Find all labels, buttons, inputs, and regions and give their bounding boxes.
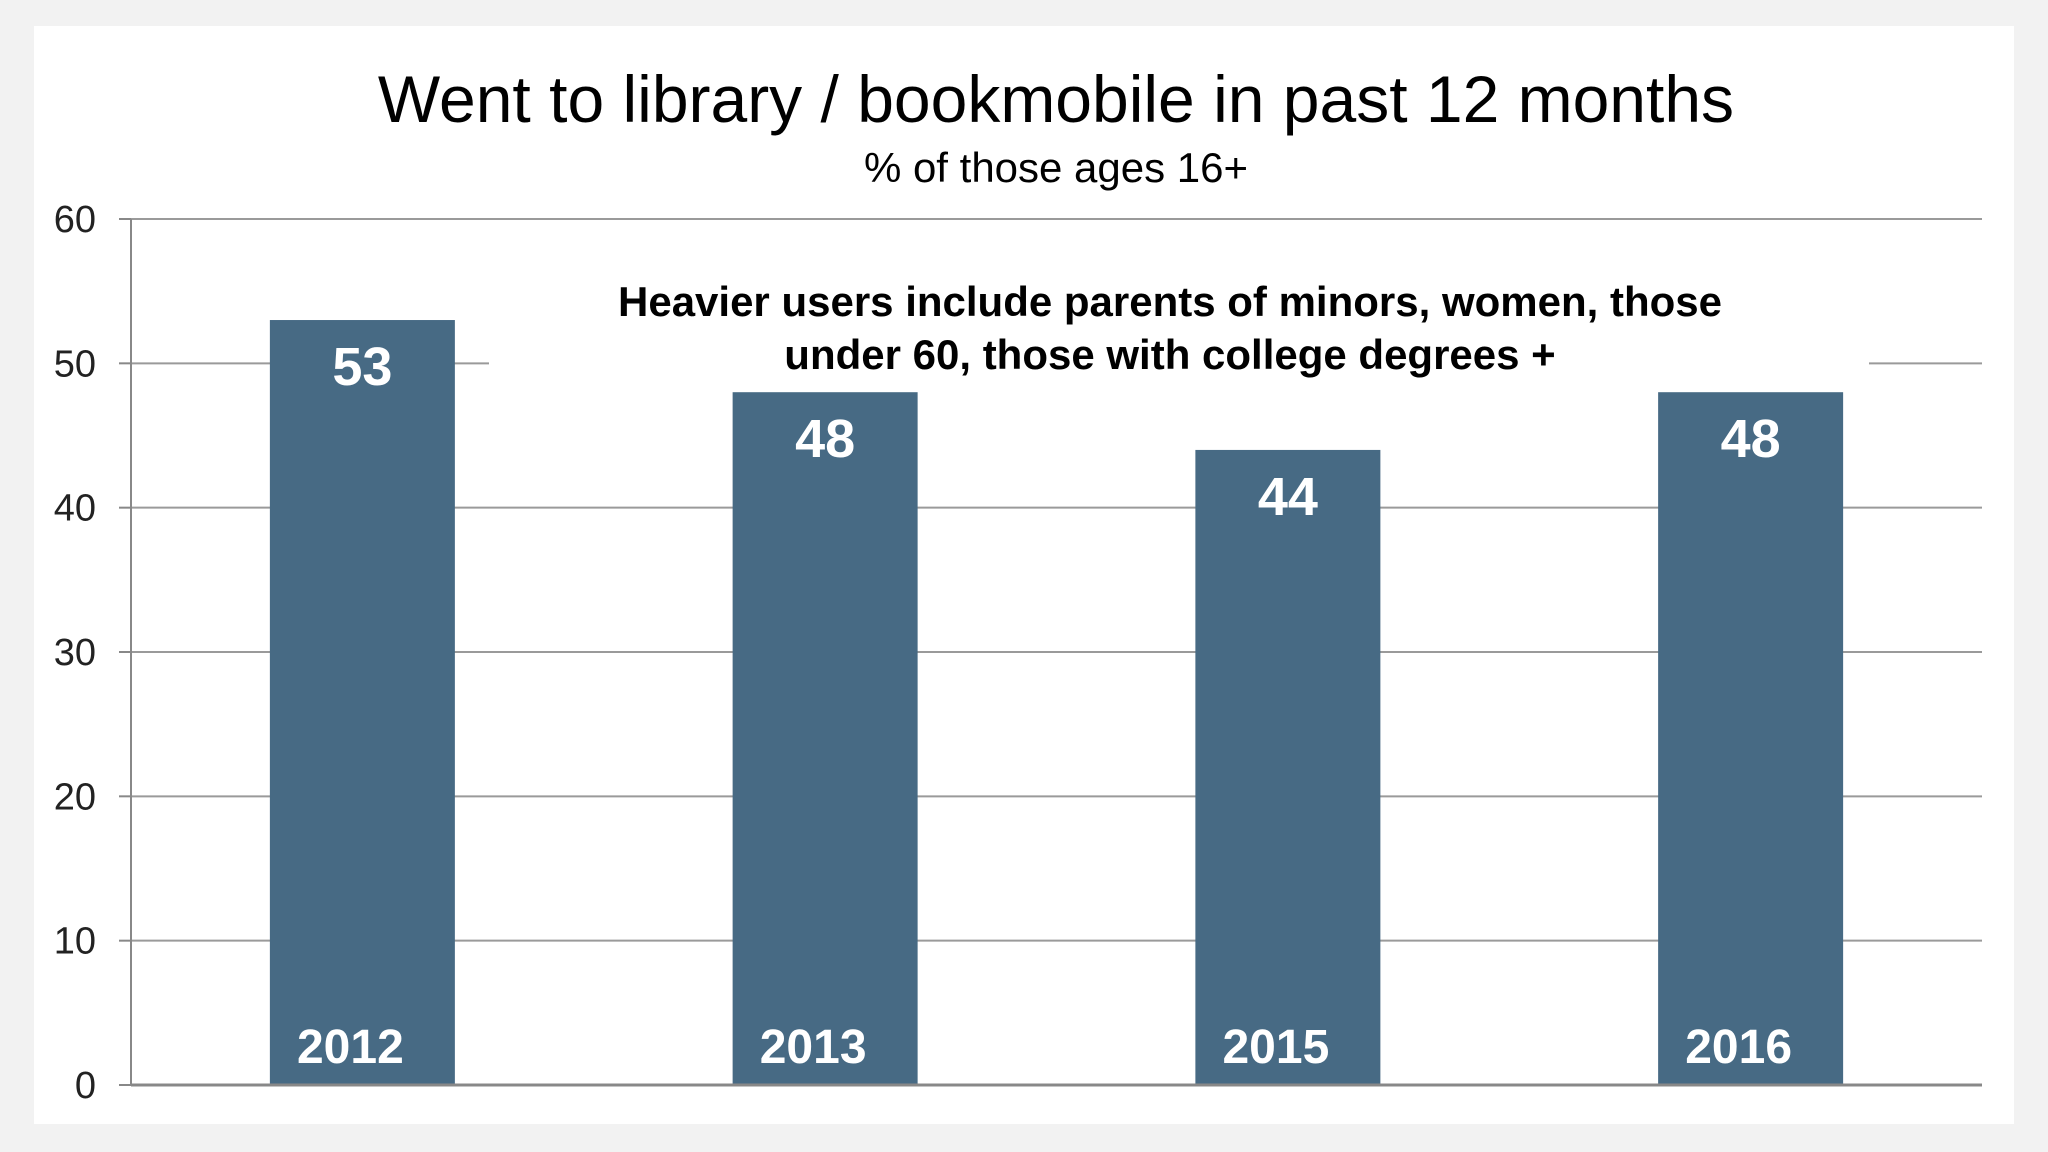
category-label: 2016 xyxy=(1685,1021,1792,1074)
bar-chart: Went to library / bookmobile in past 12 … xyxy=(54,62,1982,1107)
y-tick-label: 20 xyxy=(54,776,96,818)
category-label: 2012 xyxy=(297,1021,404,1074)
chart-slide: Went to library / bookmobile in past 12 … xyxy=(34,26,2014,1124)
bar-value-label: 53 xyxy=(332,337,392,397)
y-axis-ticks: 0 10 20 30 40 50 60 xyxy=(54,199,131,1107)
annotation-line-2: under 60, those with college degrees + xyxy=(784,331,1555,378)
category-label: 2015 xyxy=(1222,1021,1329,1074)
chart-subtitle: % of those ages 16+ xyxy=(864,144,1248,191)
annotation-background xyxy=(489,256,1869,381)
y-tick-label: 40 xyxy=(54,488,96,530)
y-tick-label: 50 xyxy=(54,343,96,385)
bar-labels: 53 2012 48 2013 44 2015 48 2016 xyxy=(297,337,1792,1074)
bars xyxy=(269,320,1844,1085)
y-tick-label: 10 xyxy=(54,921,96,963)
annotation-line-1: Heavier users include parents of minors,… xyxy=(618,278,1722,325)
bar xyxy=(1195,449,1381,1085)
bar-value-label: 48 xyxy=(795,409,855,469)
y-tick-label: 60 xyxy=(54,199,96,241)
bar-value-label: 48 xyxy=(1721,409,1781,469)
y-tick-label: 30 xyxy=(54,632,96,674)
chart-title: Went to library / bookmobile in past 12 … xyxy=(378,62,1734,136)
bar xyxy=(269,320,455,1085)
bar xyxy=(1658,392,1844,1085)
y-tick-label: 0 xyxy=(75,1065,96,1107)
bar-value-label: 44 xyxy=(1258,467,1318,527)
bar xyxy=(732,392,918,1085)
annotation: Heavier users include parents of minors,… xyxy=(489,256,1869,381)
category-label: 2013 xyxy=(760,1021,867,1074)
